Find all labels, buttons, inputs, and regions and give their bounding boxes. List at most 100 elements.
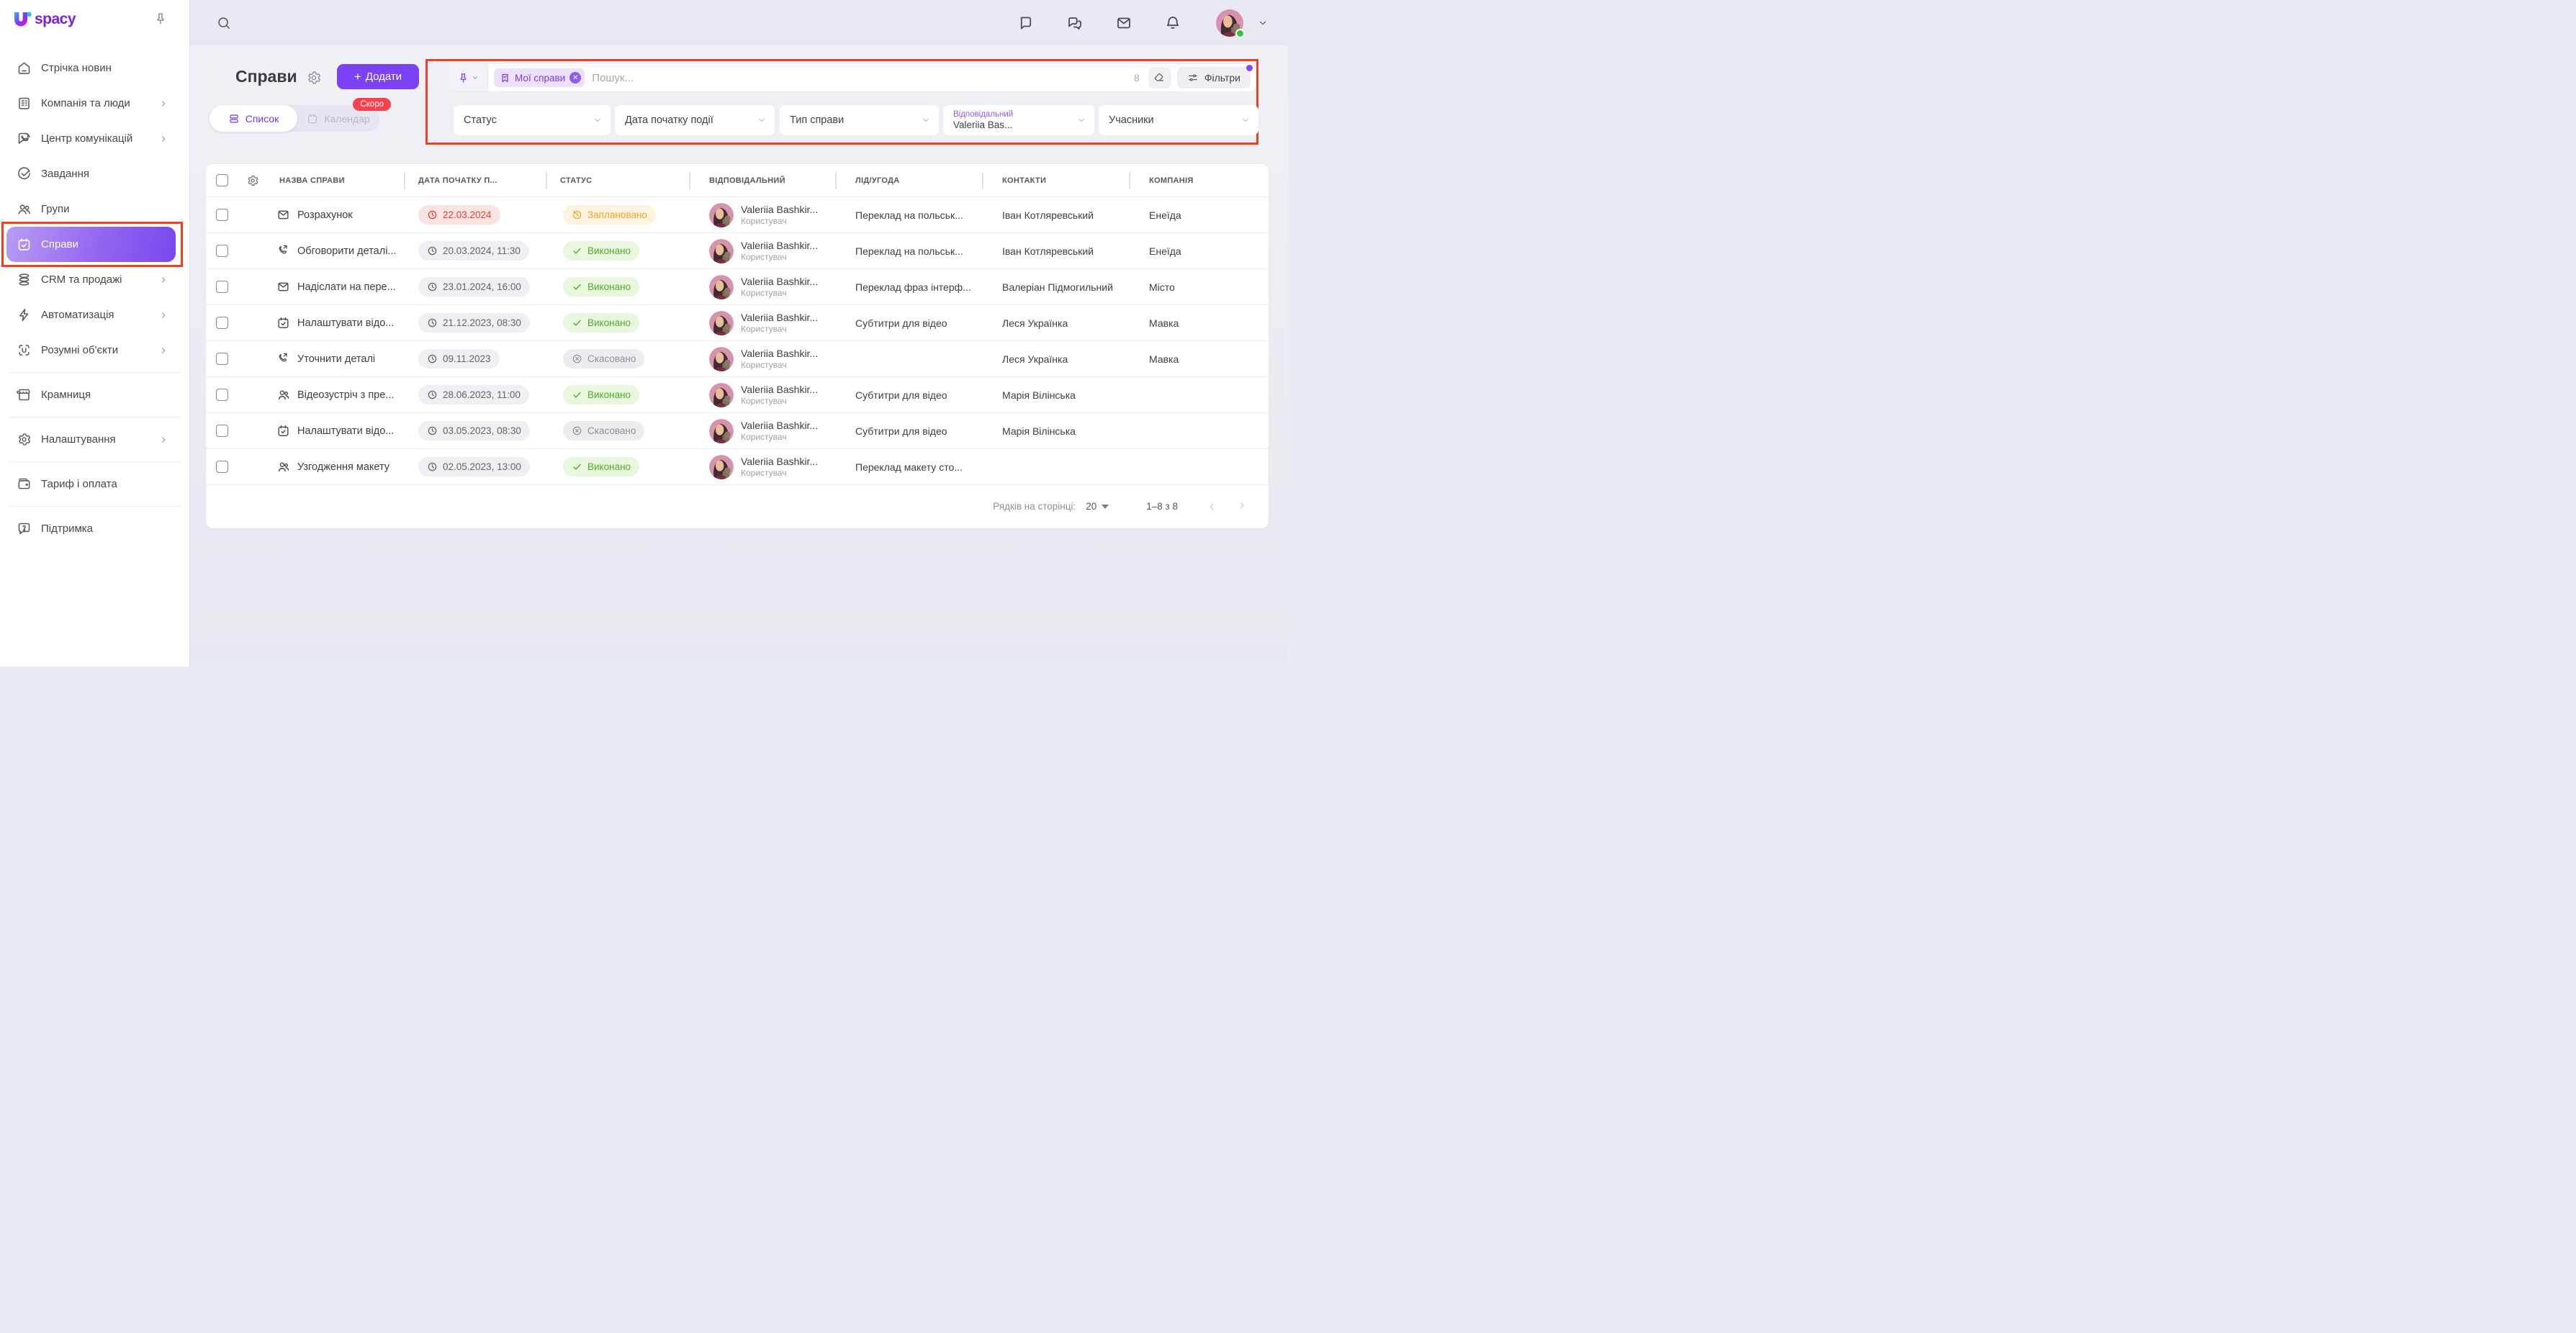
page-settings-gear-icon[interactable] [306,70,322,86]
sidebar-item-tasks[interactable]: Завдання [0,156,189,191]
uspacy-logo[interactable]: spacy [12,9,76,30]
activity-name[interactable]: Узгодження макету [297,461,390,473]
tab-list[interactable]: Список [210,105,297,132]
search-icon[interactable] [216,15,232,31]
column-header[interactable]: ДАТА ПОЧАТКУ П... [404,164,546,196]
lead-link[interactable]: Субтитри для відео [855,317,947,329]
tab-calendar[interactable]: Календар [297,105,379,132]
chevron-down-icon[interactable] [1258,18,1268,28]
contact-link[interactable]: Іван Котляревський [1002,245,1094,257]
contact-link[interactable]: Леся Українка [1002,317,1068,329]
search-input[interactable] [592,71,1135,84]
remove-filter-icon[interactable]: ✕ [569,72,582,83]
row-checkbox[interactable] [215,389,228,401]
sidebar-item-crm[interactable]: CRM та продажі [0,262,189,297]
row-checkbox[interactable] [215,281,228,293]
add-button[interactable]: + Додати [337,64,419,89]
filter-dropdown-3[interactable]: Тип справи [780,105,939,135]
company-link[interactable]: Енеїда [1149,245,1181,257]
contact-link[interactable]: Іван Котляревський [1002,209,1094,221]
select-all-checkbox[interactable] [215,174,228,186]
column-header[interactable]: НАЗВА СПРАВИ [279,176,345,185]
table-row[interactable]: Уточнити деталі 09.11.2023 Скасовано Valeri… [206,341,1269,377]
sidebar-item-groups[interactable]: Групи [0,191,189,227]
table-row[interactable]: Відеозустріч з пре... 28.06.2023, 11:00 Ви… [206,377,1269,413]
column-header[interactable]: КОНТАКТИ [982,164,1129,196]
activity-name[interactable]: Обговорити деталі... [297,245,397,257]
table-row[interactable]: Надіслати на пере... 23.01.2024, 16:00 Вик… [206,269,1269,305]
sidebar-item-billing[interactable]: Тариф і оплата [0,466,189,502]
activity-name[interactable]: Налаштувати відо... [297,317,395,329]
filter-dropdown-1[interactable]: Статус [454,105,611,135]
sidebar-item-company[interactable]: Компанія та люди [0,86,189,121]
row-checkbox[interactable] [215,461,228,473]
table-row[interactable]: Розрахунок 22.03.2024 Заплановано Valeriia … [206,197,1269,233]
table-settings-gear-icon[interactable] [246,174,259,187]
row-checkbox[interactable] [215,245,228,257]
sidebar-item-communications[interactable]: Центр комунікацій [0,121,189,156]
table-row[interactable]: Обговорити деталі... 20.03.2024, 11:30 Вик… [206,233,1269,269]
responsible-name[interactable]: Valeriia Bashkir... [741,456,819,467]
lead-link[interactable]: Переклад макету сто... [855,461,963,473]
lead-link[interactable]: Субтитри для відео [855,389,947,401]
clear-search-button[interactable] [1148,67,1171,89]
sidebar-pin-icon[interactable] [153,12,168,26]
column-header[interactable]: КОМПАНІЯ [1129,164,1269,196]
previous-page-button[interactable] [1207,502,1217,512]
sidebar-item-home[interactable]: Стрічка новин [0,50,189,86]
row-checkbox[interactable] [215,425,228,437]
activity-name[interactable]: Відеозустріч з пре... [297,389,395,401]
lead-link[interactable]: Переклад на польськ... [855,245,963,257]
lead-link[interactable]: Переклад на польськ... [855,209,963,221]
filter-dropdown-2[interactable]: Дата початку події [615,105,775,135]
sidebar-item-activities[interactable]: Справи [6,227,176,262]
activity-name[interactable]: Розрахунок [297,209,353,221]
chat-icon[interactable] [1017,14,1035,32]
row-checkbox[interactable] [215,317,228,329]
sidebar-item-support[interactable]: Підтримка [0,511,189,546]
lead-link[interactable]: Переклад фраз інтерф... [855,281,971,293]
next-page-button[interactable] [1238,502,1248,512]
filter-dropdown-4[interactable]: Відповідальний Valeriia Bas... [943,105,1094,135]
mail-icon[interactable] [1115,14,1132,32]
responsible-name[interactable]: Valeriia Bashkir... [741,240,819,251]
activity-name[interactable]: Надіслати на пере... [297,281,396,293]
responsible-name[interactable]: Valeriia Bashkir... [741,276,819,287]
table-row[interactable]: Узгодження макету 02.05.2023, 13:00 Викона… [206,449,1269,485]
contact-link[interactable]: Валеріан Підмогильний [1002,281,1113,293]
responsible-name[interactable]: Valeriia Bashkir... [741,204,819,215]
contact-link[interactable]: Марія Вілінська [1002,425,1076,437]
responsible-name[interactable]: Valeriia Bashkir... [741,420,819,431]
group-chat-icon[interactable] [1066,14,1084,32]
row-checkbox[interactable] [215,209,228,221]
lead-link[interactable]: Субтитри для відео [855,425,947,437]
saved-filter-chip[interactable]: Мої справи ✕ [494,68,585,87]
pin-filter-button[interactable] [448,64,488,91]
contact-link[interactable]: Леся Українка [1002,353,1068,365]
column-header[interactable]: СТАТУС [546,164,689,196]
table-row[interactable]: Налаштувати відо... 03.05.2023, 08:30 Скас… [206,413,1269,449]
user-avatar[interactable] [1216,9,1245,38]
sidebar-item-store[interactable]: Крамниця [0,377,189,412]
responsible-name[interactable]: Valeriia Bashkir... [741,384,819,395]
filter-dropdown-5[interactable]: Учасники [1099,105,1258,135]
column-header[interactable]: ВІДПОВІДАЛЬНИЙ [689,164,835,196]
activity-name[interactable]: Налаштувати відо... [297,425,395,437]
row-checkbox[interactable] [215,353,228,365]
contact-link[interactable]: Марія Вілінська [1002,389,1076,401]
sidebar-item-automation[interactable]: Автоматизація [0,297,189,333]
rows-per-page-select[interactable]: 20 [1086,501,1109,512]
company-link[interactable]: Мавка [1149,317,1179,329]
company-link[interactable]: Місто [1149,281,1175,293]
responsible-name[interactable]: Valeriia Bashkir... [741,348,819,359]
sidebar-item-settings[interactable]: Налаштування [0,422,189,457]
table-row[interactable]: Налаштувати відо... 21.12.2023, 08:30 Вико… [206,305,1269,341]
filters-button[interactable]: Фільтри [1176,65,1253,89]
responsible-name[interactable]: Valeriia Bashkir... [741,312,819,323]
notifications-icon[interactable] [1164,14,1181,32]
sidebar-item-smart-objects[interactable]: Розумні об'єкти [0,333,189,368]
company-link[interactable]: Енеїда [1149,209,1181,221]
column-header[interactable]: ЛІД/УГОДА [835,164,982,196]
activity-name[interactable]: Уточнити деталі [297,353,376,365]
company-link[interactable]: Мавка [1149,353,1179,365]
